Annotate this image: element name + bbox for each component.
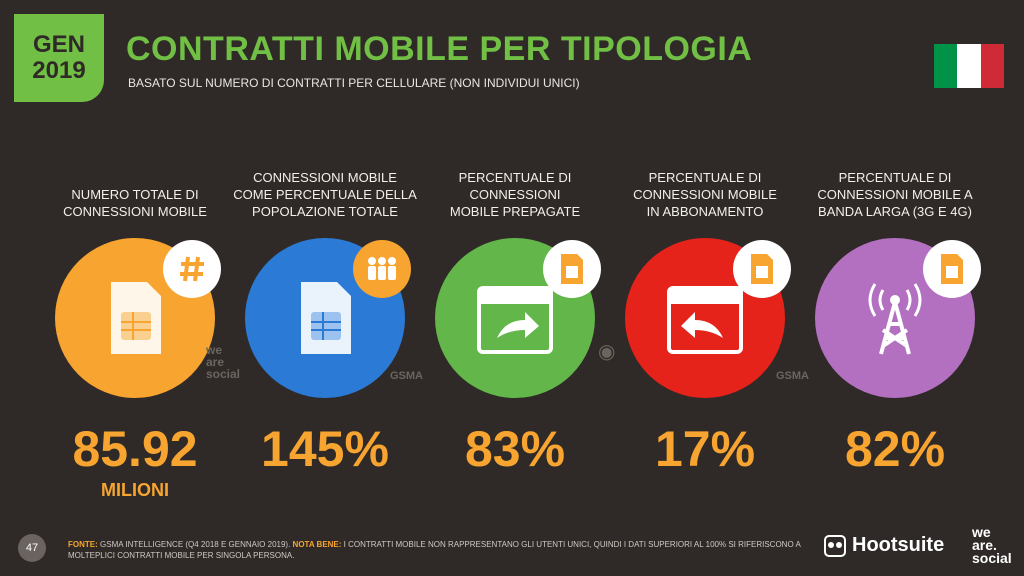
owl-icon [824, 534, 846, 557]
stat-circle [815, 238, 981, 398]
flag-stripe-green [934, 44, 958, 88]
stat-label: PERCENTUALE DI CONNESSIONI MOBILE PREPAGAT… [449, 170, 581, 219]
stat-population-percentage: CONNESSIONI MOBILE COME PERCENTUALE DELLA… [230, 150, 420, 476]
calendar-forward-icon [477, 286, 553, 354]
stat-total-connections: NUMERO TOTALE DI CONNESSIONI MOBILE 85.92… [40, 150, 230, 501]
gsma-watermark: GSMA [390, 370, 423, 382]
stat-label: PERCENTUALE DI CONNESSIONI MOBILE A BANDA … [817, 170, 973, 219]
antenna-tower-icon [868, 283, 922, 355]
stat-circle [245, 238, 411, 398]
stat-broadband: PERCENTUALE DI CONNESSIONI MOBILE A BANDA … [800, 150, 990, 476]
stat-circle [55, 238, 221, 398]
italy-flag-icon [934, 44, 1004, 88]
stat-prepaid: PERCENTUALE DI CONNESSIONI MOBILE PREPAGAT… [420, 150, 610, 476]
sim-card-icon [923, 240, 981, 298]
we-are-social-logo: we are. social [972, 524, 1012, 566]
stat-label: NUMERO TOTALE DI CONNESSIONI MOBILE [63, 187, 207, 219]
stat-unit: MILIONI [101, 480, 169, 500]
stat-value: 145% [261, 421, 389, 477]
stat-value: 85.92 [72, 421, 198, 477]
stat-circle [625, 238, 791, 398]
stat-contract: PERCENTUALE DI CONNESSIONI MOBILE IN ABBON… [610, 150, 800, 476]
flag-stripe-red [980, 44, 1004, 88]
gsma-watermark: GSMA [776, 370, 809, 382]
stat-label: PERCENTUALE DI CONNESSIONI MOBILE IN ABBON… [633, 170, 777, 219]
sim-card-icon [301, 282, 351, 354]
hootsuite-logo: Hootsuite [824, 534, 944, 557]
calendar-back-icon [667, 286, 743, 354]
sim-card-icon [111, 282, 161, 354]
page-number: 47 [18, 534, 46, 562]
hash-icon [163, 240, 221, 298]
date-badge: GEN 2019 [14, 14, 104, 102]
page-subtitle: BASATO SUL NUMERO DI CONTRATTI PER CELLU… [128, 76, 580, 90]
sim-card-icon [733, 240, 791, 298]
stat-value: 82% [844, 421, 946, 477]
people-icon [353, 240, 411, 298]
stat-circle [435, 238, 601, 398]
badge-line1: GEN [32, 31, 85, 58]
stat-value: 83% [464, 421, 566, 477]
footer-note: FONTE: GSMA INTELLIGENCE (Q4 2018 E GENN… [68, 540, 801, 560]
stat-label: CONNESSIONI MOBILE COME PERCENTUALE DELLA… [233, 170, 417, 219]
hootsuite-owl-watermark-icon: ◉ [598, 341, 616, 363]
flag-stripe-white [957, 44, 981, 88]
page-title: CONTRATTI MOBILE PER TIPOLOGIA [126, 30, 753, 68]
stat-value: 17% [654, 421, 756, 477]
sim-card-icon [543, 240, 601, 298]
badge-line2: 2019 [32, 57, 86, 84]
we-are-social-watermark: we are social [206, 343, 241, 381]
